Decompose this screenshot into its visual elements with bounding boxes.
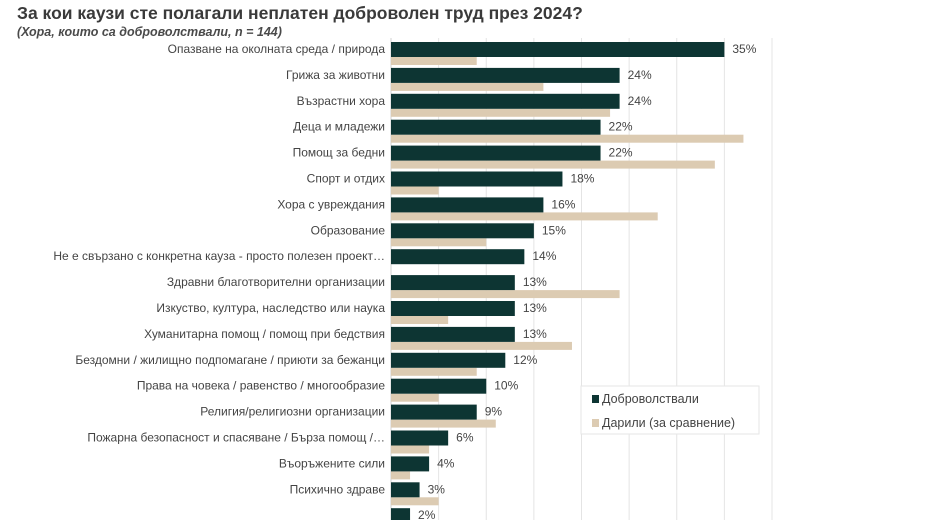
- chart-subtitle: (Хора, които са доброволствали, n = 144): [17, 25, 282, 39]
- bar-volunteered: [391, 275, 515, 291]
- bar-volunteered: [391, 378, 487, 394]
- data-label: 4%: [437, 456, 455, 470]
- data-label: 24%: [628, 94, 652, 108]
- legend-swatch-volunteered: [592, 395, 599, 403]
- data-label: 3%: [428, 482, 446, 496]
- bar-volunteered: [391, 197, 544, 213]
- legend: Доброволствали Дарили (за сравнение): [580, 385, 760, 435]
- category-label: Пожарна безопасност и спасяване / Бърза …: [87, 431, 385, 445]
- category-label: Бездомни / жилищно подпомагане / приюти …: [75, 353, 385, 367]
- category-label: Възрастни хора: [297, 94, 386, 108]
- bar-donated: [391, 445, 430, 454]
- bar-volunteered: [391, 456, 430, 472]
- bar-donated: [391, 471, 411, 480]
- bar-donated: [391, 393, 439, 402]
- bar-volunteered: [391, 404, 477, 420]
- bar-donated: [391, 290, 620, 299]
- data-label: 16%: [551, 197, 575, 211]
- bar-donated: [391, 212, 658, 221]
- data-label: 15%: [542, 223, 566, 237]
- data-label: 10%: [494, 379, 518, 393]
- data-label: 13%: [523, 275, 547, 289]
- category-label: Опазване на околната среда / природа: [168, 42, 386, 56]
- bar-volunteered: [391, 482, 420, 498]
- data-label: 35%: [732, 42, 756, 56]
- data-label: 22%: [609, 120, 633, 134]
- data-label: 13%: [523, 301, 547, 315]
- category-label: Религия/религиозни организации: [200, 405, 385, 419]
- data-label: 18%: [570, 172, 594, 186]
- bar-donated: [391, 186, 439, 195]
- category-label: Грижа за животни: [286, 68, 385, 82]
- category-label: Права на човека / равенство / многообраз…: [137, 379, 385, 393]
- data-label: 6%: [456, 431, 474, 445]
- data-label: 13%: [523, 327, 547, 341]
- bar-volunteered: [391, 430, 449, 446]
- category-label: Психично здраве: [290, 482, 386, 496]
- bar-volunteered: [391, 42, 725, 57]
- category-label: Хора с увреждания: [277, 197, 385, 211]
- data-label: 12%: [513, 353, 537, 367]
- bar-donated: [391, 497, 439, 506]
- legend-box: [580, 385, 760, 435]
- category-label: Образование: [311, 223, 386, 237]
- bar-volunteered: [391, 67, 620, 83]
- bar-donated: [391, 57, 477, 65]
- bar-volunteered: [391, 326, 515, 342]
- bar-volunteered: [391, 301, 515, 316]
- bar-volunteered: [391, 93, 620, 109]
- bar-volunteered: [391, 119, 601, 135]
- data-label: 24%: [628, 68, 652, 82]
- data-label: 14%: [532, 249, 556, 263]
- data-label: 9%: [485, 405, 503, 419]
- category-label: Здравни благотворителни организации: [167, 275, 385, 289]
- bar-volunteered: [391, 508, 411, 520]
- category-label: Деца и младежи: [293, 120, 385, 134]
- legend-label-volunteered: Доброволствали: [602, 392, 699, 406]
- data-label: 2%: [418, 508, 436, 520]
- bar-donated: [391, 238, 487, 247]
- bar-donated: [391, 134, 744, 143]
- chart-title: За кои каузи сте полагали неплатен добро…: [17, 3, 583, 23]
- category-label: Не е свързано с конкретна кауза - просто…: [53, 249, 385, 263]
- category-label: Спорт и отдих: [307, 172, 385, 186]
- bar-donated: [391, 108, 611, 117]
- bar-donated: [391, 341, 572, 350]
- data-label: 22%: [609, 146, 633, 160]
- bar-donated: [391, 82, 544, 91]
- legend-swatch-donated: [592, 419, 599, 427]
- category-label: Помощ за бедни: [293, 146, 385, 160]
- bar-volunteered: [391, 223, 534, 239]
- bar-donated: [391, 160, 715, 169]
- category-label: Изкуство, култура, наследство или наука: [156, 301, 385, 315]
- bar-volunteered: [391, 145, 601, 161]
- category-label: Въоръжените сили: [279, 456, 385, 470]
- legend-label-donated: Дарили (за сравнение): [602, 416, 735, 430]
- bar-donated: [391, 367, 477, 376]
- bar-volunteered: [391, 171, 563, 187]
- bar-donated: [391, 316, 449, 324]
- bar-donated: [391, 419, 496, 428]
- category-label: Хуманитарна помощ / помощ при бедствия: [144, 327, 385, 341]
- bar-volunteered: [391, 249, 525, 265]
- bar-volunteered: [391, 352, 506, 368]
